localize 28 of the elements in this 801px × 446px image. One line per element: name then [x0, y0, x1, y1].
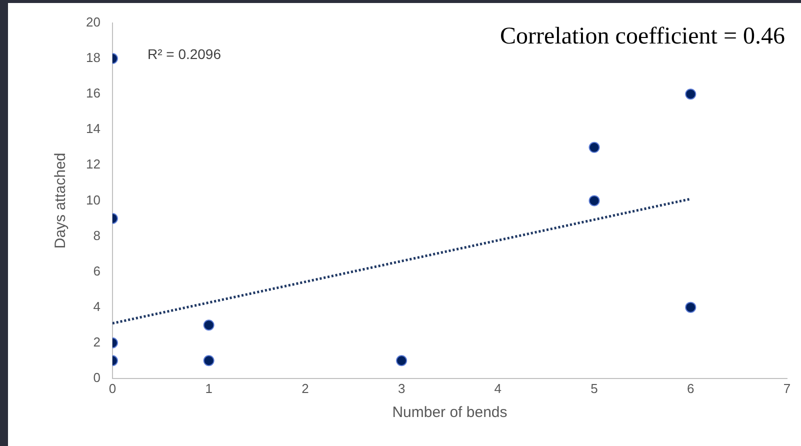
- point: [588, 142, 600, 153]
- y-tick-label: 10: [86, 192, 100, 208]
- point: [685, 302, 696, 313]
- x-tick-label: 1: [205, 380, 212, 396]
- x-tick-label: 3: [398, 380, 406, 396]
- y-tick-label: 18: [86, 50, 100, 66]
- y-tick-label: 8: [93, 228, 100, 243]
- point: [396, 355, 408, 366]
- y-tick-label: 14: [86, 121, 100, 136]
- x-axis-title: Number of bends: [392, 404, 508, 422]
- x-tick-label: 0: [108, 380, 116, 396]
- y-tick-label: 6: [93, 263, 100, 278]
- y-axis-title: Days attached: [52, 152, 70, 249]
- y-tick-label: 16: [86, 86, 100, 101]
- x-tick-label: 4: [494, 380, 502, 396]
- x-tick-label: 7: [783, 380, 791, 396]
- y-tick-label: 2: [93, 334, 100, 350]
- x-tick-label: 6: [687, 380, 694, 396]
- y-tick-label: 4: [93, 298, 100, 314]
- y-tick-label: 0: [93, 370, 100, 385]
- annotation: R² = 0.2096: [147, 46, 222, 62]
- x-tick-label: 5: [590, 380, 598, 396]
- x-tick-label: 2: [302, 380, 309, 396]
- point: [685, 88, 696, 100]
- y-tick-label: 20: [86, 14, 100, 30]
- y-tick-label: 12: [86, 156, 100, 172]
- point: [588, 195, 600, 206]
- annotation: Correlation coefficient = 0.46: [500, 23, 785, 50]
